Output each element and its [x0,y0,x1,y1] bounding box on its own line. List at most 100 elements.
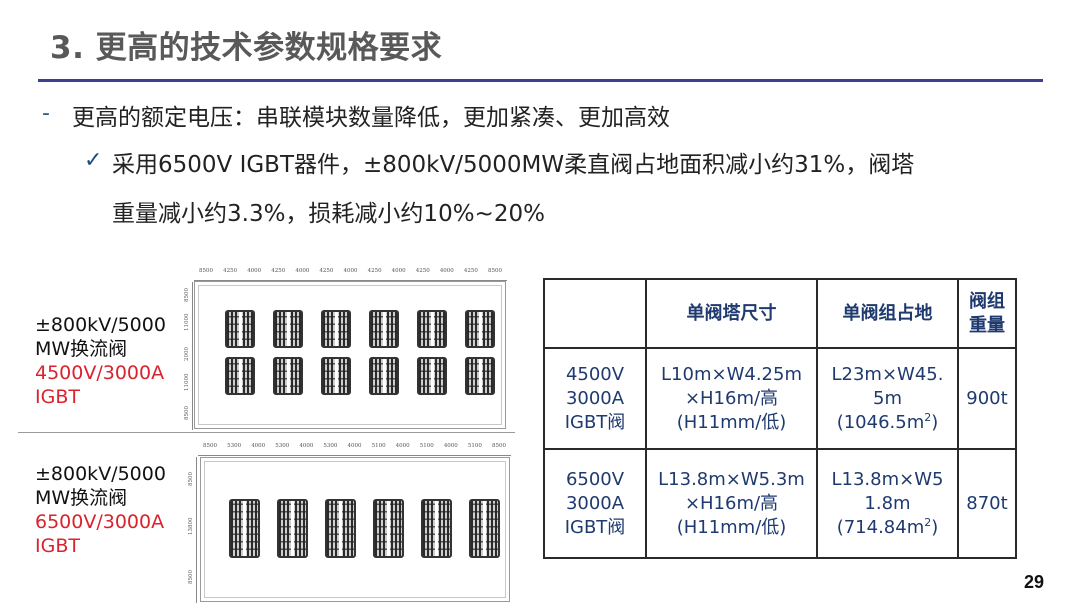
cell-text: L13.8m×W5.3m [658,468,805,490]
cell-text: 6500V [565,468,625,490]
device-cell: 6500V 3000A IGBT阀 [543,448,647,559]
dim-label: 4000 [343,268,358,274]
cell-text: ×H16m/高 [684,387,779,409]
dim-label: 8500 [184,287,190,302]
header-footprint: 单阀组占地 [816,278,959,349]
valve-tower [229,499,260,558]
valve-tower [373,499,404,558]
diagram2-label-line2: MW换流阀 [35,487,128,509]
bullet-level2-line2: 重量减小约3.3%，损耗减小约10%~20% [112,201,545,227]
dim-label: 8500 [203,443,218,449]
dim-label: 8500 [184,406,190,421]
dim-label: 5300 [323,443,338,449]
dim-label: 4000 [299,443,314,449]
valve-hall-layout-4500v: 8500 4250 4000 4250 4000 4250 4000 4250 … [182,268,507,430]
diagram2-label-line1: ±800kV/5000 [35,463,166,485]
valve-tower [273,310,303,348]
area-value: (1046.5m [836,411,925,433]
diagram2-device-type: IGBT [35,535,80,557]
header-empty [543,278,647,349]
table-row: 4500V 3000A IGBT阀 L10m×W4.25m ×H16m/高 (H… [543,347,1017,450]
diagram2-label: ±800kV/5000 MW换流阀 6500V/3000A IGBT [35,462,166,558]
valve-tower [277,499,308,558]
dim-label: 4250 [415,268,430,274]
valve-tower [321,310,351,348]
diagram1-device-rating: 4500V/3000A [35,362,165,384]
diagram2-device-rating: 6500V/3000A [35,511,165,533]
cell-text: (H11mm/低) [676,516,787,538]
footprint-cell: L13.8m×W5 1.8m (714.84m2) [816,448,959,559]
dim-label: 4000 [391,268,406,274]
cell-text: IGBT阀 [564,516,626,538]
cell-text: IGBT阀 [564,411,626,433]
diagram2-top-dimensions: 8500 5300 4000 5300 4000 5300 4000 5100 … [198,443,511,456]
header-weight-line2: 重量 [969,314,1005,336]
cell-text: 1.8m [864,492,911,514]
valve-hall-layout-6500v: 8500 5300 4000 5300 4000 5300 4000 5100 … [186,443,511,603]
valve-tower [465,357,495,395]
dim-label: 4250 [223,268,238,274]
diagram1-device-type: IGBT [35,386,80,408]
area-value: (714.84m [836,516,925,538]
tower-size-cell: L10m×W4.25m ×H16m/高 (H11mm/低) [645,347,818,450]
table-header-row: 单阀塔尺寸 单阀组占地 阀组 重量 [543,278,1017,349]
valve-tower [417,357,447,395]
valve-tower [369,310,399,348]
footprint-cell: L23m×W45. 5m (1046.5m2) [816,347,959,450]
dim-label: 8500 [188,472,194,487]
diagram1-label-line2: MW换流阀 [35,338,128,360]
dim-label: 8500 [199,268,214,274]
dim-label: 5100 [419,443,434,449]
dim-label: 4000 [347,443,362,449]
dim-label: 11000 [184,313,190,332]
cell-text: L13.8m×W5 [831,468,944,490]
cell-text: L10m×W4.25m [661,363,802,385]
diagram2-side-dimensions: 8500 13800 8500 [186,457,197,603]
dim-label: 8500 [188,569,194,584]
cell-text: 5m [873,387,902,409]
cell-text: (714.84m2) [820,516,955,540]
dim-label: 5300 [227,443,242,449]
dim-label: 4250 [367,268,382,274]
valve-tower [225,310,255,348]
spec-comparison-table: 单阀塔尺寸 单阀组占地 阀组 重量 4500V 3000A IGBT阀 L10m… [543,278,1017,559]
dim-label: 4000 [247,268,262,274]
area-exponent: 2 [924,410,932,424]
cell-text: (1046.5m2) [820,411,955,435]
area-suffix: ) [931,516,939,538]
slide-title: 3. 更高的技术参数规格要求 [50,30,443,66]
valve-tower [421,499,452,558]
device-cell: 4500V 3000A IGBT阀 [543,347,647,450]
dim-label: 5300 [275,443,290,449]
header-tower-size: 单阀塔尺寸 [645,278,818,349]
dash-bullet-icon: - [42,101,50,126]
valve-tower [321,357,351,395]
valve-tower [273,357,303,395]
dim-label: 8500 [491,443,506,449]
table-row: 6500V 3000A IGBT阀 L13.8m×W5.3m ×H16m/高 (… [543,448,1017,559]
cell-text: 3000A [565,492,625,514]
dim-label: 5100 [371,443,386,449]
dim-label: 4250 [319,268,334,274]
valve-hall-outline [194,281,506,429]
valve-hall-outline [200,457,510,602]
cell-text: 4500V [565,363,625,385]
cell-text: 3000A [565,387,625,409]
bullet-level1-text: 更高的额定电压：串联模块数量降低，更加紧凑、更加高效 [72,105,670,131]
dim-label: 4000 [295,268,310,274]
valve-tower [225,357,255,395]
dim-label: 8500 [487,268,502,274]
valve-tower [417,310,447,348]
bullet-level2-line1: 采用6500V IGBT器件，±800kV/5000MW柔直阀占地面积减小约31… [112,152,915,178]
title-underline [38,79,1043,82]
valve-hall-inner-wall [204,461,506,598]
weight-cell: 900t [957,347,1017,450]
diagram1-label-line1: ±800kV/5000 [35,314,166,336]
valve-tower [325,499,356,558]
tower-size-cell: L13.8m×W5.3m ×H16m/高 (H11mm/低) [645,448,818,559]
dim-label: 4250 [463,268,478,274]
dim-label: 4250 [271,268,286,274]
valve-tower [465,310,495,348]
cell-text: ×H16m/高 [684,492,779,514]
diagram1-label: ±800kV/5000 MW换流阀 4500V/3000A IGBT [35,313,166,409]
